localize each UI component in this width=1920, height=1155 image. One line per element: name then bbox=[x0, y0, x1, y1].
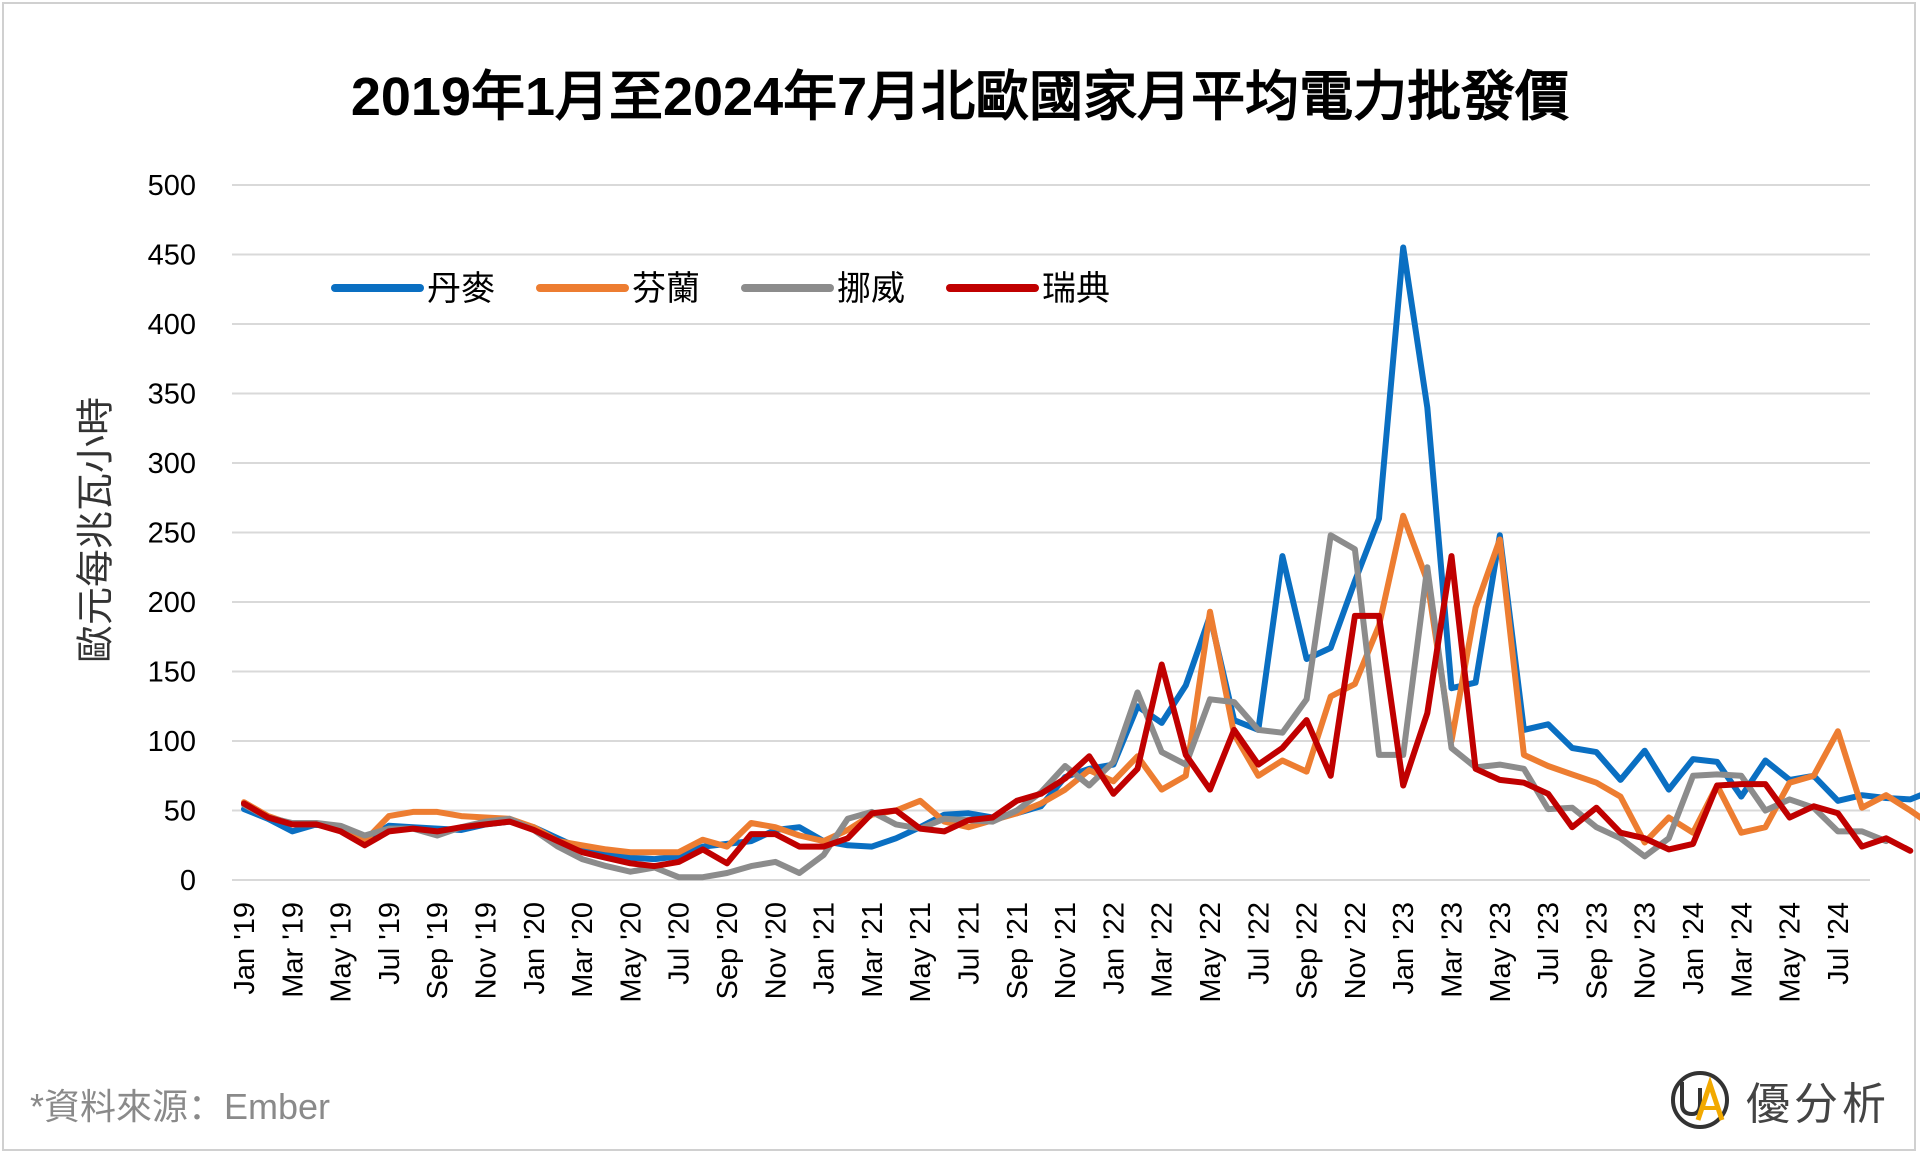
x-tick-label: May '20 bbox=[615, 902, 647, 1003]
x-tick-label: Nov '20 bbox=[760, 902, 792, 999]
x-tick-label: Nov '19 bbox=[470, 902, 502, 999]
x-tick-label: Sep '21 bbox=[1002, 902, 1034, 999]
legend-label-3: 挪威 bbox=[837, 270, 905, 308]
source-note: *資料來源：Ember bbox=[30, 1086, 331, 1127]
x-tick-label: Sep '22 bbox=[1292, 902, 1324, 999]
x-tick-label: Mar '23 bbox=[1436, 902, 1468, 998]
x-tick-label: May '22 bbox=[1195, 902, 1227, 1003]
x-tick-label: Jul '22 bbox=[1243, 902, 1275, 985]
series-lines bbox=[241, 244, 1920, 881]
x-tick-label: Nov '22 bbox=[1340, 902, 1372, 999]
y-tick-label: 300 bbox=[148, 448, 196, 480]
x-tick-label: Jul '21 bbox=[953, 902, 985, 985]
chart-title: 2019年1月至2024年7月北歐國家月平均電力批發價 bbox=[350, 67, 1570, 127]
x-tick-label: Sep '23 bbox=[1581, 902, 1613, 999]
x-tick-label: Sep '19 bbox=[422, 902, 454, 999]
y-tick-label: 150 bbox=[148, 657, 196, 689]
series-line-4 bbox=[241, 553, 1914, 870]
x-tick-label: Mar '19 bbox=[277, 902, 309, 998]
y-tick-label: 100 bbox=[148, 726, 196, 758]
gridlines bbox=[232, 184, 1870, 881]
legend-label-4: 瑞典 bbox=[1042, 270, 1110, 308]
x-tick-label: Mar '24 bbox=[1726, 902, 1758, 998]
x-axis-ticks: Jan '19 Mar '19 May '19 Jul '19 Sep '19 Nov '… bbox=[229, 902, 1855, 1003]
x-tick-label: Nov '23 bbox=[1630, 902, 1662, 999]
x-tick-label: Jan '20 bbox=[519, 902, 551, 995]
x-tick-label: Mar '22 bbox=[1147, 902, 1179, 998]
x-tick-label: May '21 bbox=[905, 902, 937, 1003]
legend-label-2: 芬蘭 bbox=[632, 270, 700, 308]
brand: 優分析 bbox=[1668, 1068, 1890, 1132]
y-tick-label: 450 bbox=[148, 240, 196, 272]
series-line-2 bbox=[241, 512, 1920, 856]
x-tick-label: Jan '21 bbox=[809, 902, 841, 995]
y-tick-label: 0 bbox=[180, 865, 196, 897]
x-tick-label: Jul '24 bbox=[1823, 902, 1855, 985]
y-tick-label: 50 bbox=[164, 796, 196, 828]
y-tick-label: 250 bbox=[148, 518, 196, 550]
y-axis-ticks: 0 50 100 150 200 250 300 350 400 450 500 bbox=[148, 170, 196, 897]
x-tick-label: Jan '24 bbox=[1678, 902, 1710, 995]
x-tick-label: Nov '21 bbox=[1050, 902, 1082, 999]
x-tick-label: May '19 bbox=[326, 902, 358, 1003]
series-line-1 bbox=[241, 244, 1920, 863]
y-tick-label: 500 bbox=[148, 170, 196, 202]
y-tick-label: 350 bbox=[148, 379, 196, 411]
brand-name: 優分析 bbox=[1746, 1080, 1890, 1129]
x-tick-label: Sep '20 bbox=[712, 902, 744, 999]
x-tick-label: Jan '23 bbox=[1388, 902, 1420, 995]
y-tick-label: 400 bbox=[148, 309, 196, 341]
x-tick-label: May '24 bbox=[1775, 902, 1807, 1003]
x-tick-label: Jan '22 bbox=[1098, 902, 1130, 995]
y-tick-label: 200 bbox=[148, 587, 196, 619]
brand-logo-icon bbox=[1671, 1071, 1729, 1129]
x-tick-label: Jan '19 bbox=[229, 902, 261, 995]
x-tick-label: Jul '20 bbox=[664, 902, 696, 985]
x-tick-label: Jul '23 bbox=[1533, 902, 1565, 985]
x-tick-label: Mar '20 bbox=[567, 902, 599, 998]
x-tick-label: Mar '21 bbox=[857, 902, 889, 998]
x-tick-label: Jul '19 bbox=[374, 902, 406, 985]
legend-label-1: 丹麥 bbox=[427, 270, 495, 308]
legend: 丹麥 芬蘭 挪威 瑞典 bbox=[331, 270, 1110, 308]
x-tick-label: May '23 bbox=[1485, 902, 1517, 1003]
